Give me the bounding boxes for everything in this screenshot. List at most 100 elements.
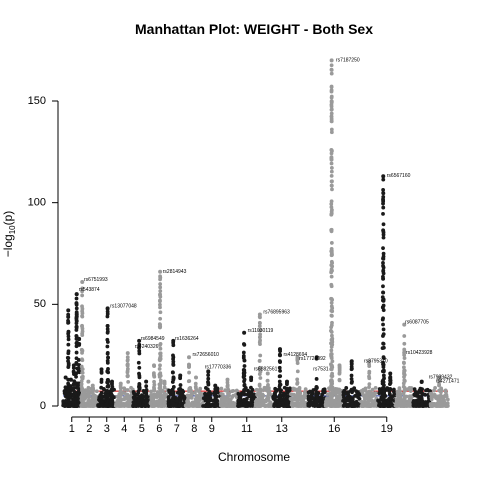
peak-point <box>437 375 442 380</box>
snp-point <box>402 365 406 370</box>
snp-point <box>181 389 186 394</box>
snp-point <box>330 339 335 344</box>
snp-point <box>214 403 219 408</box>
snp-point <box>198 391 202 396</box>
peak-point <box>68 377 73 382</box>
snp-label: rs7531 <box>313 366 329 372</box>
snp-point <box>79 395 84 400</box>
snp-point <box>68 384 73 388</box>
x-ticks: 1 2 3 4 5 6 7 8 9 11 13 16 19 <box>69 417 393 435</box>
peak-point <box>349 359 354 364</box>
snp-point <box>329 166 334 170</box>
peak-point <box>178 373 183 378</box>
peak-point <box>388 371 393 376</box>
snp-point <box>158 310 163 315</box>
snp-point <box>219 386 224 391</box>
snp-point <box>170 370 175 375</box>
snp-point <box>373 385 378 390</box>
snp-point <box>90 396 95 400</box>
snp-point <box>406 404 411 408</box>
peak-point <box>171 338 176 343</box>
snp-point <box>152 382 157 387</box>
snp-label: rs6984549 <box>141 336 165 342</box>
snp-point <box>416 391 420 396</box>
snp-point <box>238 402 243 406</box>
snp-point <box>213 391 218 395</box>
snp-point <box>329 111 334 116</box>
snp-point <box>381 246 385 251</box>
snp-point <box>330 333 334 338</box>
snp-point <box>329 297 334 301</box>
snp-point <box>80 389 85 394</box>
peak-point <box>206 369 211 374</box>
snp-point <box>330 359 335 364</box>
snp-point <box>157 367 162 371</box>
snp-point <box>398 395 403 400</box>
snp-point <box>181 395 186 400</box>
x-tick-label: 16 <box>328 423 340 435</box>
peak-point <box>110 379 114 384</box>
snp-point <box>277 379 282 384</box>
snp-point <box>193 400 198 405</box>
snp-point <box>397 388 402 393</box>
peak-point <box>105 306 110 311</box>
snp-point <box>66 334 71 339</box>
snp-point <box>359 399 364 404</box>
snp-point <box>329 148 334 153</box>
snp-point <box>434 396 438 400</box>
snp-point <box>91 386 95 391</box>
snp-point <box>329 379 333 384</box>
snp-point <box>394 397 399 402</box>
snp-point <box>152 379 156 384</box>
snp-point <box>171 385 176 389</box>
snp-point <box>236 404 240 408</box>
snp-point <box>385 404 390 408</box>
snp-point <box>329 68 334 72</box>
snp-label: rs3795370 <box>364 358 388 364</box>
snp-point <box>354 389 359 394</box>
peak-point <box>77 336 82 341</box>
peak-point <box>99 367 104 372</box>
snp-point <box>80 293 85 298</box>
snp-point <box>444 393 449 397</box>
snp-point <box>302 390 307 395</box>
snp-label: rs17724992 <box>299 356 326 362</box>
snp-point <box>152 392 157 397</box>
snp-point <box>296 402 301 406</box>
snp-point <box>225 399 230 404</box>
snp-point <box>118 389 123 394</box>
snp-point <box>218 403 223 408</box>
snp-point <box>329 85 334 89</box>
snp-point <box>349 373 354 378</box>
snp-label: rs7939432 <box>429 375 453 381</box>
snp-point <box>266 382 270 387</box>
snp-point <box>330 365 335 370</box>
snp-point <box>258 398 263 403</box>
snp-point <box>330 187 334 192</box>
snp-point <box>79 375 84 380</box>
peak-point <box>381 174 386 179</box>
snp-point <box>242 389 246 393</box>
snp-point <box>349 366 354 371</box>
snp-point <box>341 395 346 400</box>
snp-point <box>241 374 246 378</box>
snp-point <box>126 397 131 402</box>
snp-point <box>68 401 72 406</box>
snp-point <box>278 397 283 402</box>
snp-point <box>329 127 334 132</box>
snp-point <box>277 365 282 370</box>
snp-point <box>314 385 319 390</box>
snp-point <box>344 391 349 396</box>
snp-point <box>158 389 162 394</box>
snp-point <box>402 347 407 352</box>
snp-point <box>319 395 324 399</box>
snp-point <box>178 383 183 387</box>
chart-title: Manhattan Plot: WEIGHT - Both Sex <box>135 21 373 37</box>
snp-point <box>360 404 365 408</box>
x-axis-label: Chromosome <box>218 450 290 464</box>
peak-point <box>242 330 247 335</box>
snp-point <box>66 363 71 368</box>
snp-point <box>125 355 130 360</box>
snp-point <box>257 324 262 328</box>
snp-point <box>77 342 81 347</box>
